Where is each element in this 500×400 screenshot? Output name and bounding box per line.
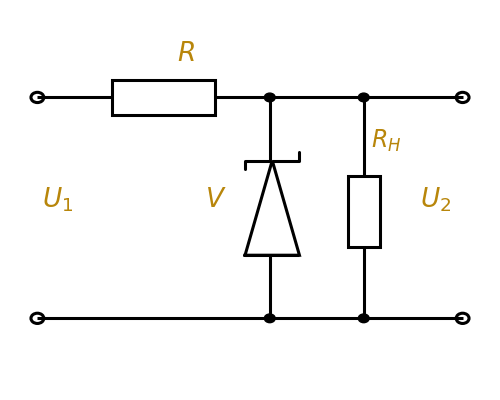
Circle shape xyxy=(358,93,369,102)
Text: $U_1$: $U_1$ xyxy=(42,186,73,214)
Circle shape xyxy=(358,314,369,323)
Circle shape xyxy=(264,314,275,323)
Circle shape xyxy=(264,93,275,102)
Text: $R_H$: $R_H$ xyxy=(371,128,401,154)
Text: $U_2$: $U_2$ xyxy=(420,186,451,214)
Text: $V$: $V$ xyxy=(204,187,226,213)
FancyBboxPatch shape xyxy=(112,80,216,115)
FancyBboxPatch shape xyxy=(348,176,380,247)
Text: $R$: $R$ xyxy=(177,41,194,67)
Polygon shape xyxy=(245,160,300,255)
